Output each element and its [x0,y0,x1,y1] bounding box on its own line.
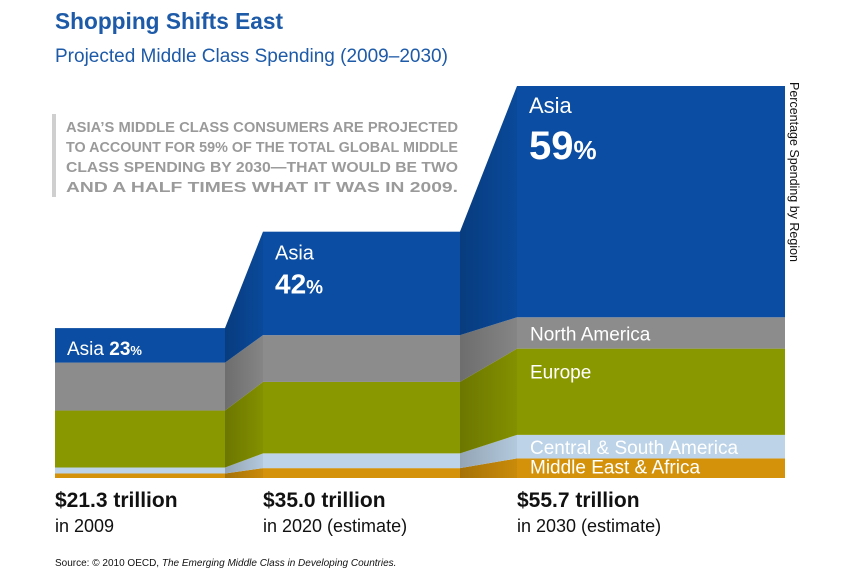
connector-shade [460,317,517,382]
connector-shade [460,86,517,336]
year-label-2: in 2030 (estimate) [517,516,661,536]
source-note: Source: © 2010 OECD, The Emerging Middle… [55,558,396,569]
total-label-2: $55.7 trillion [517,489,640,512]
percent-sign: % [574,135,597,165]
label-middle-east-africa: Middle East & Africa [530,457,700,478]
label-asia-1: Asia [275,243,315,265]
connector-shade [225,468,263,478]
bar-middle-east-africa-0 [55,473,225,478]
year-label-1: in 2020 (estimate) [263,516,407,536]
source-title: The Emerging Middle Class in Developing … [162,558,397,569]
bar-asia-0 [55,328,225,363]
value-asia-0: 23 [109,339,130,360]
x-labels: $21.3 trillion in 2009 $35.0 trillion in 20… [55,489,661,536]
year-label-0: in 2009 [55,516,114,536]
bar-middle-east-africa-1 [263,468,460,478]
bar-europe-0 [55,410,225,468]
source-prefix: Source: © 2010 OECD, [55,558,162,569]
label-europe: Europe [530,363,591,384]
annotation: ASIA’S MIDDLE CLASS CONSUMERS ARE PROJEC… [66,120,458,196]
chart-subtitle: Projected Middle Class Spending (2009–20… [55,46,448,67]
annotation-line: TO ACCOUNT FOR 59% OF THE TOTAL GLOBAL M… [66,140,458,156]
bar-asia-2 [517,86,785,318]
label-asia-2: Asia [529,93,573,118]
connector-shade [460,348,517,454]
annotation-bar [52,114,56,197]
bar-asia-1 [263,231,460,336]
annotation-line: CLASS SPENDING BY 2030—THAT WOULD BE TWO [66,160,458,176]
bar-north-america-2 [517,317,785,349]
label-central-south-america: Central & South America [530,438,738,459]
connector-shade [225,453,263,474]
connector-shade [225,335,263,411]
bar-europe-2 [517,348,785,435]
label-north-america: North America [530,324,651,345]
chart-title: Shopping Shifts East [55,8,283,34]
bar-middle-east-africa-2 [517,458,785,478]
percent-sign: % [306,278,323,299]
bar-north-america-1 [263,335,460,382]
value-asia-2: 59% [529,124,597,168]
connector-shade [460,458,517,478]
connector-shade [460,434,517,469]
bar-europe-1 [263,381,460,454]
label-asia-0: Asia 23% [67,339,142,360]
connectors [225,86,517,478]
percent-sign: % [130,343,142,358]
bars [55,86,785,478]
bar-central-south-america-2 [517,434,785,459]
bar-central-south-america-1 [263,453,460,469]
connector-shade [225,381,263,468]
bar-north-america-0 [55,362,225,411]
annotation-line: AND A HALF TIMES WHAT IT WAS IN 2009. [66,180,458,196]
bar-central-south-america-0 [55,467,225,474]
y-axis-label: Percentage Spending by Region [787,82,801,262]
annotation-line: ASIA’S MIDDLE CLASS CONSUMERS ARE PROJEC… [66,120,458,136]
connector-shade [225,231,263,363]
total-label-1: $35.0 trillion [263,489,386,512]
total-label-0: $21.3 trillion [55,489,178,512]
